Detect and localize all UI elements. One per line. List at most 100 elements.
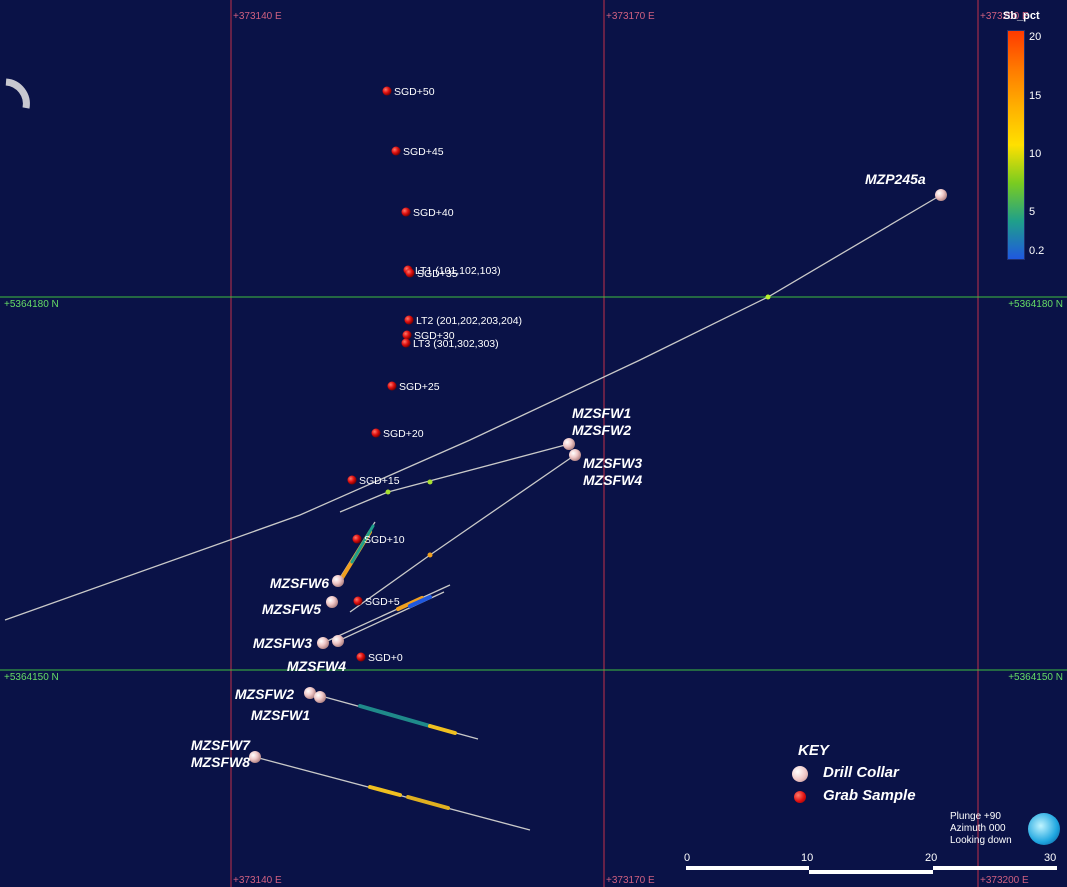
colorbar-title: Sb_pct bbox=[1003, 10, 1040, 22]
scale-tick-label: 30 bbox=[1044, 852, 1057, 864]
grab-sample-label: LT1 (101,102,103) bbox=[415, 265, 501, 277]
grab-sample-label: SGD+35 bbox=[417, 268, 458, 280]
drill-collar-marker[interactable] bbox=[935, 189, 947, 201]
intercept-marker bbox=[427, 479, 433, 485]
drill-hole-label: MZSFW3 bbox=[253, 635, 312, 651]
drill-hole-label: MZSFW7 MZSFW8 bbox=[191, 737, 251, 770]
grab-sample-marker[interactable] bbox=[405, 268, 415, 278]
easting-label: +373170 E bbox=[606, 875, 655, 886]
grab-sample-icon bbox=[794, 791, 806, 803]
grab-sample-label: SGD+25 bbox=[399, 381, 440, 393]
drill-collar-marker[interactable] bbox=[332, 575, 344, 587]
grab-sample-label: SGD+15 bbox=[359, 475, 400, 487]
drill-hole-label: MZSFW4 bbox=[287, 658, 346, 674]
grab-sample-label: SGD+5 bbox=[365, 596, 400, 608]
grab-sample-label: SGD+10 bbox=[364, 534, 405, 546]
northing-label: +5364180 N bbox=[1008, 299, 1063, 310]
assay-interval bbox=[350, 524, 375, 564]
grab-sample-label: SGD+40 bbox=[413, 207, 454, 219]
drill-collar-marker[interactable] bbox=[314, 691, 326, 703]
drill-traces bbox=[4, 194, 942, 831]
intercept-marker bbox=[385, 489, 391, 495]
rotation-handle[interactable] bbox=[5, 78, 30, 109]
colorbar-tick: 20 bbox=[1029, 31, 1042, 43]
scale-tick-label: 20 bbox=[925, 852, 938, 864]
azimuth-text: Azimuth 000 bbox=[950, 823, 1006, 834]
assay-interval bbox=[408, 595, 432, 608]
grab-sample-marker[interactable] bbox=[371, 428, 381, 438]
grab-sample-marker[interactable] bbox=[387, 381, 397, 391]
looking-text: Looking down bbox=[950, 835, 1012, 846]
easting-label: +373200 E bbox=[980, 11, 1029, 22]
drill-hole-label: MZSFW6 bbox=[270, 575, 329, 591]
scale-tick-label: 10 bbox=[801, 852, 814, 864]
grab-sample-marker[interactable] bbox=[356, 652, 366, 662]
scale-segment bbox=[686, 866, 809, 870]
drill-hole-label: MZSFW3 MZSFW4 bbox=[583, 455, 642, 488]
drill-trace bbox=[4, 194, 942, 621]
legend-item-drill-collar: Drill Collar bbox=[790, 764, 970, 784]
legend-title: KEY bbox=[798, 742, 829, 759]
drill-hole-label: MZSFW5 bbox=[262, 601, 321, 617]
scale-tick-label: 0 bbox=[684, 852, 691, 864]
legend-label: Grab Sample bbox=[823, 787, 916, 804]
grab-sample-label: SGD+20 bbox=[383, 428, 424, 440]
colorbar-tick: 5 bbox=[1029, 206, 1036, 218]
drill-collar-marker[interactable] bbox=[326, 596, 338, 608]
easting-label: +373140 E bbox=[233, 875, 282, 886]
grab-sample-label: LT2 (201,202,203,204) bbox=[416, 315, 522, 327]
colorbar: Sb_pct 20 15 10 5 0.2 bbox=[1003, 10, 1063, 266]
drill-collar-icon bbox=[792, 766, 808, 782]
northing-label: +5364180 N bbox=[4, 299, 59, 310]
grab-sample-label: SGD+0 bbox=[368, 652, 403, 664]
drill-collar-marker[interactable] bbox=[332, 635, 344, 647]
intercept-marker bbox=[427, 552, 433, 558]
grab-sample-marker[interactable] bbox=[353, 596, 363, 606]
northing-label: +5364150 N bbox=[4, 672, 59, 683]
globe-icon[interactable] bbox=[1028, 813, 1060, 845]
easting-label: +373200 E bbox=[980, 875, 1029, 886]
drill-collar-marker[interactable] bbox=[569, 449, 581, 461]
colorbar-gradient bbox=[1007, 30, 1025, 260]
drill-collar-marker[interactable] bbox=[304, 687, 316, 699]
assay-interval bbox=[358, 704, 432, 728]
plunge-text: Plunge +90 bbox=[950, 811, 1001, 822]
drill-trace bbox=[322, 584, 451, 644]
grab-sample-marker[interactable] bbox=[401, 207, 411, 217]
drill-collar-marker[interactable] bbox=[249, 751, 261, 763]
view-orientation: Plunge +90 Azimuth 000 Looking down bbox=[950, 811, 1030, 851]
colorbar-tick: 10 bbox=[1029, 148, 1042, 160]
grab-sample-marker[interactable] bbox=[352, 534, 362, 544]
grab-sample-marker[interactable] bbox=[391, 146, 401, 156]
drill-collar-marker[interactable] bbox=[317, 637, 329, 649]
assay-interval bbox=[406, 795, 450, 810]
drill-hole-label: MZP245a bbox=[865, 171, 926, 187]
northing-label: +5364150 N bbox=[1008, 672, 1063, 683]
scale-bar: 0 10 20 30 bbox=[682, 852, 1062, 874]
legend-label: Drill Collar bbox=[823, 764, 899, 781]
grab-sample-marker[interactable] bbox=[404, 315, 414, 325]
assay-interval bbox=[396, 596, 424, 611]
legend: KEY Drill Collar Grab Sample bbox=[790, 742, 970, 812]
drill-hole-label: MZSFW2 bbox=[235, 686, 294, 702]
grab-sample-label: SGD+30 bbox=[414, 330, 455, 342]
assay-interval bbox=[428, 724, 457, 735]
easting-label: +373140 E bbox=[233, 11, 282, 22]
drill-hole-label: MZSFW1 bbox=[251, 707, 310, 723]
drill-hole-label: MZSFW1 MZSFW2 bbox=[572, 405, 631, 438]
drill-collar-marker[interactable] bbox=[563, 438, 575, 450]
colorbar-tick: 15 bbox=[1029, 90, 1042, 102]
grab-sample-marker[interactable] bbox=[401, 338, 411, 348]
assay-interval bbox=[368, 785, 402, 797]
grab-sample-label: SGD+50 bbox=[394, 86, 435, 98]
grab-sample-marker[interactable] bbox=[347, 475, 357, 485]
grab-sample-marker[interactable] bbox=[402, 330, 412, 340]
scale-segment bbox=[933, 866, 1057, 870]
grab-sample-marker[interactable] bbox=[382, 86, 392, 96]
grab-sample-label: LT3 (301,302,303) bbox=[413, 338, 499, 350]
